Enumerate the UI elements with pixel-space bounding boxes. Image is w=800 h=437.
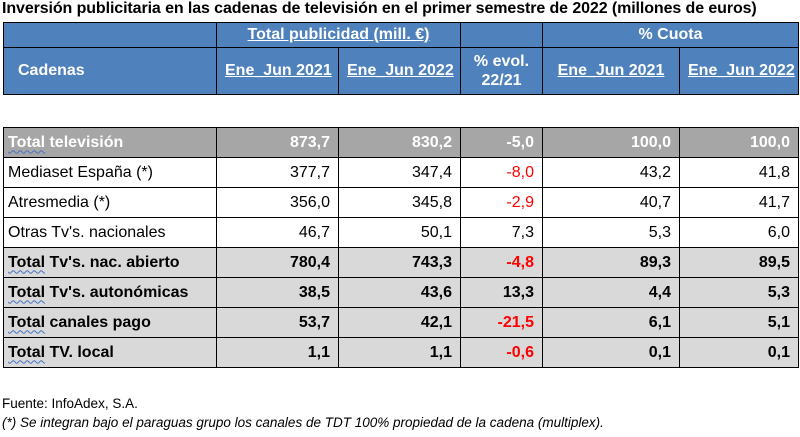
row-cuota-2022: 41,8 — [679, 157, 799, 188]
table-row: Mediaset España (*) 377,7 347,4 -8,0 43,2 41,… — [3, 157, 799, 188]
table-row: Total Tv's. autonómicas 38,5 43,6 13,3 4,4 5,… — [3, 277, 799, 308]
source-note: Fuente: InfoAdex, S.A. — [2, 396, 138, 411]
row-value-2022: 43,6 — [338, 277, 461, 308]
row-cuota-2022: 89,5 — [679, 247, 799, 278]
table-row: Total TV. local 1,1 1,1 -0,6 0,1 0,1 — [3, 337, 799, 368]
row-value-2021: 1,1 — [216, 337, 339, 368]
header-row-groups: Total publicidad (mill. €) % Cuota — [3, 22, 799, 48]
row-value-2021: 377,7 — [216, 157, 339, 188]
row-value-2021: 873,7 — [216, 127, 339, 158]
header-cadenas: Cadenas — [3, 47, 217, 95]
table-row: Otras Tv's. nacionales 46,7 50,1 7,3 5,3 6,0 — [3, 217, 799, 248]
header-group-cuota: % Cuota — [542, 22, 799, 48]
row-cuota-2022: 0,1 — [679, 337, 799, 368]
row-name: Total TV. local — [3, 337, 217, 368]
row-name: Total televisión — [3, 127, 217, 158]
spacer-row — [3, 94, 799, 128]
row-cuota-2022: 5,1 — [679, 307, 799, 338]
row-cuota-2021: 0,1 — [542, 337, 680, 368]
row-evol: -8,0 — [460, 157, 543, 188]
row-cuota-2021: 4,4 — [542, 277, 680, 308]
row-cuota-2021: 89,3 — [542, 247, 680, 278]
row-name: Otras Tv's. nacionales — [3, 217, 217, 248]
row-evol: -2,9 — [460, 187, 543, 218]
table-row: Total canales pago 53,7 42,1 -21,5 6,1 5,1 — [3, 307, 799, 338]
row-value-2022: 830,2 — [338, 127, 461, 158]
row-value-2022: 50,1 — [338, 217, 461, 248]
row-value-2021: 53,7 — [216, 307, 339, 338]
row-name: Mediaset España (*) — [3, 157, 217, 188]
header-group-total-publicidad: Total publicidad (mill. €) — [216, 22, 461, 48]
row-evol: 7,3 — [460, 217, 543, 248]
row-value-2022: 345,8 — [338, 187, 461, 218]
row-value-2022: 347,4 — [338, 157, 461, 188]
row-cuota-2021: 40,7 — [542, 187, 680, 218]
row-value-2022: 42,1 — [338, 307, 461, 338]
row-value-2021: 38,5 — [216, 277, 339, 308]
header-empty-cell — [3, 22, 217, 48]
row-value-2021: 46,7 — [216, 217, 339, 248]
table-row: Atresmedia (*) 356,0 345,8 -2,9 40,7 41,7 — [3, 187, 799, 218]
advertising-table: Total publicidad (mill. €) % Cuota Caden… — [3, 22, 799, 368]
table-row: Total televisión 873,7 830,2 -5,0 100,0 100,0 — [3, 127, 799, 158]
row-value-2022: 1,1 — [338, 337, 461, 368]
row-cuota-2021: 43,2 — [542, 157, 680, 188]
row-cuota-2022: 5,3 — [679, 277, 799, 308]
row-evol: -5,0 — [460, 127, 543, 158]
row-evol: -0,6 — [460, 337, 543, 368]
header-row-columns: Cadenas Ene_Jun 2021 Ene_Jun 2022 % evol… — [3, 47, 799, 95]
header-col-cuota-2022: Ene_Jun 2022 — [679, 47, 799, 95]
row-value-2022: 743,3 — [338, 247, 461, 278]
row-cuota-2022: 6,0 — [679, 217, 799, 248]
row-value-2021: 356,0 — [216, 187, 339, 218]
row-evol: -21,5 — [460, 307, 543, 338]
table-body: Total televisión 873,7 830,2 -5,0 100,0 100,0… — [3, 127, 799, 368]
table-row: Total Tv's. nac. abierto 780,4 743,3 -4,8 89… — [3, 247, 799, 278]
header-col-cuota-2021: Ene_Jun 2021 — [542, 47, 680, 95]
row-value-2021: 780,4 — [216, 247, 339, 278]
row-cuota-2021: 5,3 — [542, 217, 680, 248]
row-evol: 13,3 — [460, 277, 543, 308]
page-title: Inversión publicitaria en las cadenas de… — [2, 0, 757, 17]
row-cuota-2021: 6,1 — [542, 307, 680, 338]
row-name: Total Tv's. autonómicas — [3, 277, 217, 308]
header-col-evol: % evol. 22/21 — [460, 47, 543, 95]
header-col-2022: Ene_Jun 2022 — [338, 47, 461, 95]
multiplex-note: (*) Se integran bajo el paraguas grupo l… — [2, 415, 604, 430]
header-empty-cell — [460, 22, 543, 48]
row-name: Total canales pago — [3, 307, 217, 338]
row-cuota-2022: 41,7 — [679, 187, 799, 218]
row-name: Atresmedia (*) — [3, 187, 217, 218]
row-cuota-2022: 100,0 — [679, 127, 799, 158]
row-name: Total Tv's. nac. abierto — [3, 247, 217, 278]
row-cuota-2021: 100,0 — [542, 127, 680, 158]
row-evol: -4,8 — [460, 247, 543, 278]
header-col-2021: Ene_Jun 2021 — [216, 47, 339, 95]
